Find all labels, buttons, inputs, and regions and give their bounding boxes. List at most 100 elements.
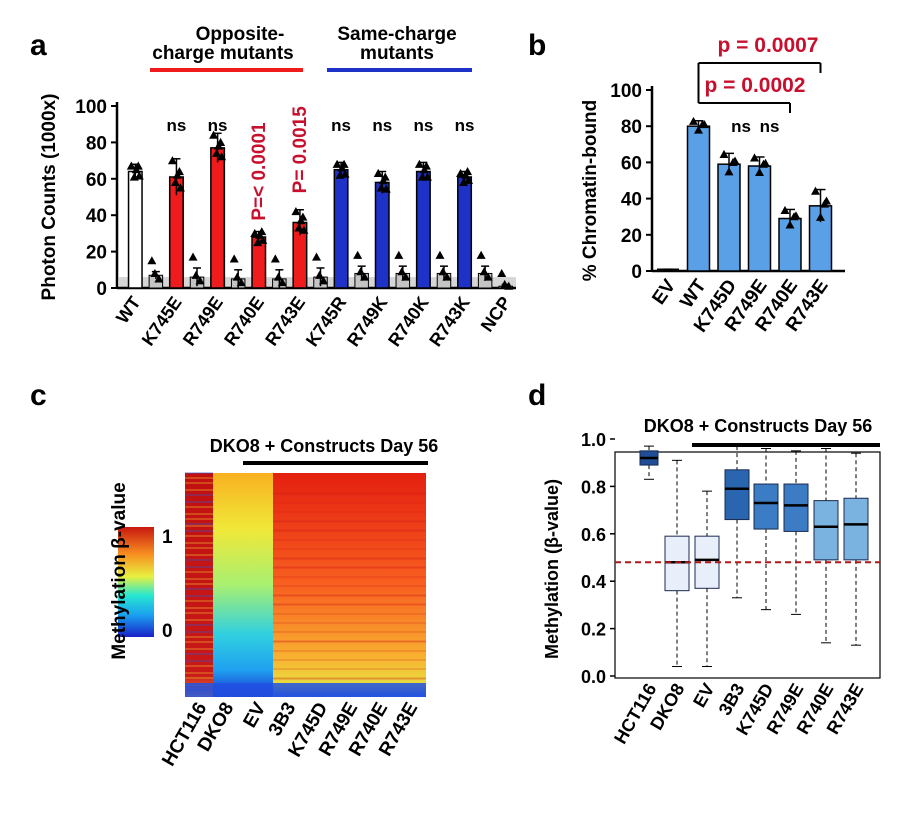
bar [717, 163, 741, 272]
data-point [438, 267, 448, 276]
x-tick-label: R740K [384, 293, 433, 350]
data-point [464, 175, 474, 184]
data-point [258, 235, 268, 244]
box [783, 483, 809, 532]
box [724, 469, 750, 521]
data-point [479, 267, 489, 276]
y-axis-label: Methylation (β-value) [542, 479, 562, 659]
plot-frame [614, 451, 881, 679]
data-point [353, 250, 363, 259]
y-tick-label: 20 [621, 226, 642, 247]
data-point [209, 130, 219, 139]
data-point [332, 159, 342, 168]
bar [457, 176, 473, 289]
data-point [381, 184, 391, 193]
y-axis-label: Photon Counts (1000x) [39, 94, 60, 301]
y-tick-label: 60 [86, 170, 107, 191]
data-point [397, 267, 407, 276]
data-point [780, 205, 790, 214]
data-point [195, 276, 205, 285]
y-tick-label: 80 [86, 133, 107, 154]
data-point [131, 165, 141, 174]
data-point [750, 153, 759, 162]
heatmap-column [306, 473, 336, 697]
colorbar-tick: 1 [162, 527, 173, 548]
data-point [154, 274, 164, 283]
data-point [191, 270, 201, 279]
bar [210, 147, 226, 289]
data-point [170, 177, 180, 187]
data-point [212, 148, 222, 157]
data-point [394, 250, 404, 259]
data-point [461, 170, 471, 179]
data-point [255, 230, 265, 239]
ns-label: ns [331, 116, 351, 135]
data-point [401, 272, 411, 281]
y-tick-label: 0.4 [581, 572, 606, 592]
group-title: Opposite- [196, 24, 285, 45]
x-tick-label: R749K [343, 293, 392, 350]
y-tick-label: 0.0 [581, 667, 606, 687]
heatmap-column [273, 473, 306, 697]
data-point [273, 272, 283, 281]
data-point [378, 176, 388, 185]
data-point [755, 167, 764, 176]
box [753, 483, 779, 530]
y-tick-label: 100 [75, 97, 107, 118]
y-tick-label: 0.6 [581, 525, 606, 545]
x-tick-label: R743E [261, 293, 309, 350]
p-value-label: P= 0.0015 [290, 106, 311, 194]
heatmap-title: DKO8 + Constructs Day 56 [210, 436, 439, 456]
group-title: Same-charge [337, 24, 456, 45]
data-point [312, 252, 321, 261]
heatmap-column [396, 473, 426, 697]
data-point [299, 225, 309, 234]
bar [374, 181, 390, 289]
bar [747, 165, 772, 272]
x-tick-label: EV [648, 276, 680, 309]
bar [333, 168, 349, 289]
panel-a: a 0 20 40 60 80 100 Photon Counts (1000x) ns ns ns… [30, 24, 516, 350]
x-tick-label: K745E [138, 293, 186, 350]
data-point [270, 254, 280, 263]
data-point [497, 268, 507, 278]
y-tick-label: 20 [86, 243, 107, 264]
panel-d: d 0.0 0.2 0.4 0.6 0.8 1.0 Methylation (β-value)… [528, 379, 881, 747]
data-point [236, 278, 246, 287]
x-tick-label: K745R [302, 293, 351, 350]
data-point [340, 169, 350, 178]
data-point [315, 270, 324, 279]
panel-label-c: c [30, 379, 47, 412]
data-point [822, 196, 831, 205]
x-tick-label: EV [689, 680, 718, 711]
data-point [253, 238, 263, 247]
data-point [483, 272, 493, 281]
data-point [126, 161, 136, 170]
data-point [229, 254, 239, 263]
data-point [456, 168, 466, 177]
data-point [134, 171, 144, 180]
data-point [689, 116, 698, 125]
group-title: charge mutants [152, 43, 293, 64]
boxplot-title: DKO8 + Constructs Day 56 [644, 416, 873, 436]
data-point [356, 267, 366, 276]
p-value-label: p = 0.0007 [718, 34, 819, 57]
data-point [232, 272, 242, 281]
x-tick-label: R749E [179, 293, 227, 350]
box [813, 500, 839, 561]
data-point [730, 156, 740, 165]
bar [127, 170, 143, 289]
colorbar [118, 527, 154, 637]
heatmap-bottom-band [185, 683, 426, 697]
ns-label: ns [372, 116, 392, 135]
data-point [694, 125, 703, 134]
p-value-label: p = 0.0002 [705, 74, 806, 97]
data-point [435, 250, 445, 259]
panel-label-d: d [528, 379, 546, 412]
data-point [217, 152, 227, 161]
y-tick-label: 40 [621, 190, 642, 211]
data-point [724, 167, 734, 176]
panel-label-b: b [528, 29, 546, 62]
data-point [500, 279, 510, 288]
